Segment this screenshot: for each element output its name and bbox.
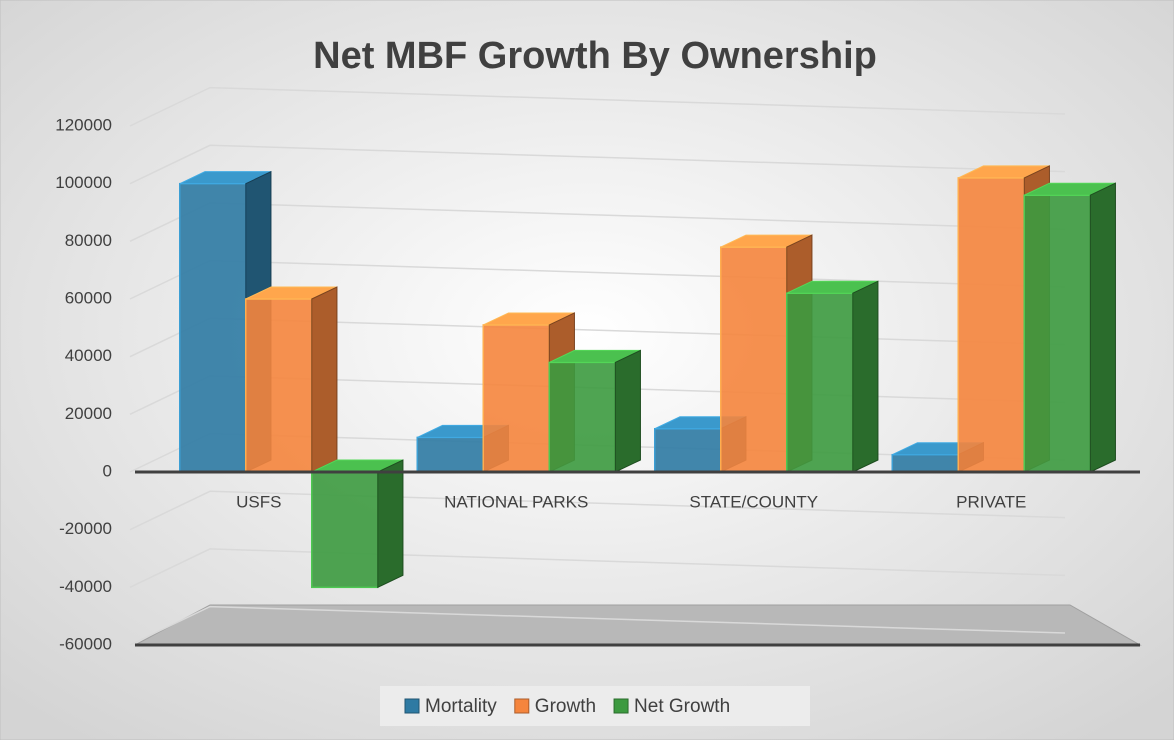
bar-side	[377, 459, 404, 589]
legend-box	[380, 686, 810, 726]
grid-line	[129, 86, 1066, 127]
legend-swatch	[514, 698, 530, 714]
y-tick-label: -40000	[59, 577, 112, 596]
bar-front	[311, 471, 379, 589]
legend: Mortality Growth Net Growth	[380, 686, 810, 726]
y-tick-label: -60000	[59, 634, 112, 653]
bar-front	[482, 324, 550, 473]
x-tick-label: USFS	[236, 492, 281, 511]
grid-line	[129, 548, 1066, 589]
bar-front	[654, 428, 722, 473]
plot-area: -60000 -40000 -20000 0 20000 40000 60000 80000 1…	[55, 86, 1142, 726]
bar-front	[786, 292, 854, 473]
bar-front	[891, 453, 959, 473]
legend-label: Mortality	[425, 696, 497, 717]
y-tick-label: 80000	[65, 231, 112, 250]
bar-front	[1023, 194, 1091, 473]
x-tick-label: PRIVATE	[956, 492, 1026, 511]
chart-title: Net MBF Growth By Ownership	[313, 35, 877, 77]
bar-front	[416, 436, 484, 473]
bar-side	[852, 280, 879, 473]
bar	[548, 349, 641, 473]
x-tick-label: NATIONAL PARKS	[444, 492, 588, 511]
y-tick-label: 40000	[65, 346, 112, 365]
legend-label: Growth	[535, 696, 596, 717]
legend-swatch	[404, 698, 420, 714]
bar	[786, 280, 879, 473]
bar	[1023, 182, 1116, 473]
grid-line	[129, 605, 1066, 646]
legend-swatch	[613, 698, 629, 714]
bar	[311, 459, 404, 589]
bar-side	[614, 349, 641, 473]
legend-label: Net Growth	[634, 696, 730, 717]
y-tick-label: 120000	[55, 115, 112, 134]
bar-side	[311, 286, 338, 473]
bar	[482, 312, 575, 473]
bar-front	[179, 182, 247, 473]
y-tick-label: -20000	[59, 519, 112, 538]
x-tick-label: STATE/COUNTY	[689, 492, 818, 511]
floor	[134, 604, 1142, 646]
y-tick-label: 100000	[55, 173, 112, 192]
bar-front	[548, 361, 616, 473]
bar-front	[957, 177, 1025, 473]
bar-front	[720, 246, 788, 473]
grid-line	[129, 490, 1066, 531]
grid-line	[129, 144, 1066, 185]
y-tick-label: 20000	[65, 404, 112, 423]
bar-front	[245, 298, 313, 473]
y-tick-label: 60000	[65, 288, 112, 307]
y-tick-label: 0	[103, 461, 112, 480]
bar-side	[1089, 182, 1116, 473]
bar	[245, 286, 338, 473]
